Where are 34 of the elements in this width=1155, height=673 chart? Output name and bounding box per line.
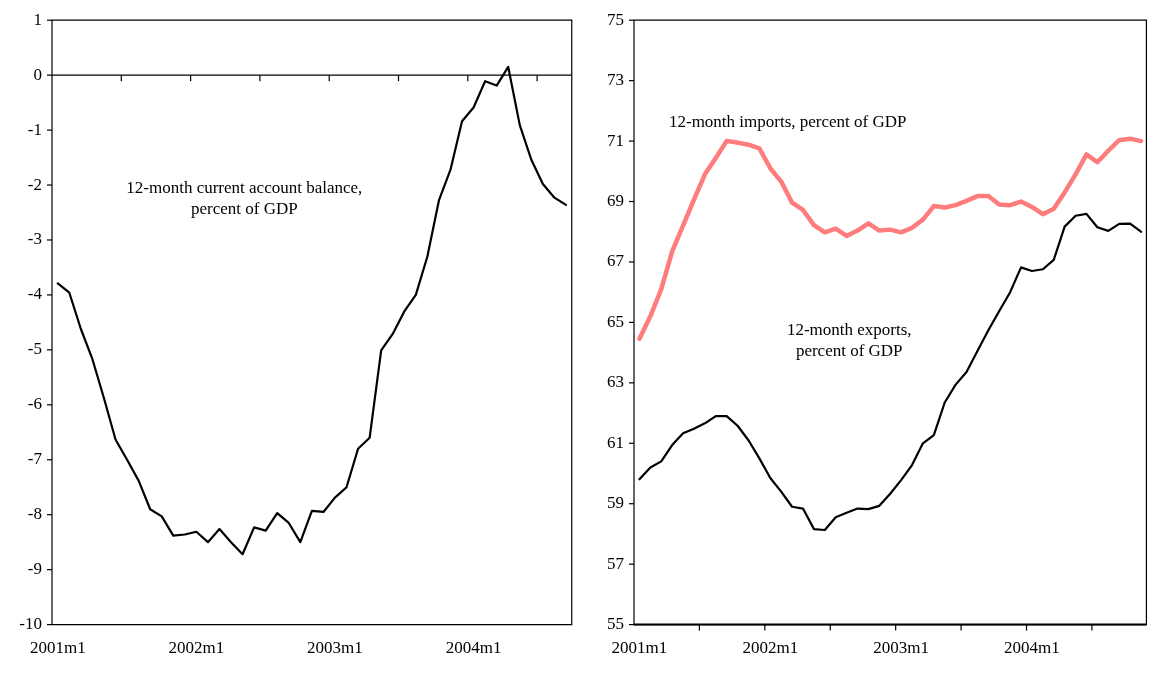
x-tick-label: 2001m1 <box>29 638 86 658</box>
y-tick-label: -7 <box>27 449 43 469</box>
x-tick-label: 2001m1 <box>611 638 668 658</box>
y-tick-label: 1 <box>33 9 42 29</box>
y-tick-label: 73 <box>607 70 624 90</box>
x-tick-label: 2002m1 <box>742 638 799 658</box>
y-tick-label: 65 <box>607 311 624 331</box>
y-tick-label: 59 <box>607 493 624 513</box>
y-tick-label: -1 <box>27 119 42 139</box>
y-tick-label: 69 <box>607 190 624 210</box>
y-tick-label: 67 <box>607 251 625 271</box>
y-tick-label: 71 <box>607 130 624 150</box>
y-tick-label: -4 <box>27 284 43 304</box>
x-tick-label: 2003m1 <box>307 638 363 658</box>
y-tick-label: -10 <box>19 614 42 634</box>
y-tick-label: 61 <box>607 432 624 452</box>
y-tick-label: 75 <box>607 9 624 29</box>
x-tick-label: 2004m1 <box>445 638 502 658</box>
y-tick-label: 0 <box>33 64 42 84</box>
x-tick-label: 2004m1 <box>1004 638 1060 658</box>
text: 12-month imports, percent of GDP <box>668 111 907 131</box>
x-tick-label: 2002m1 <box>168 638 225 658</box>
y-tick-label: -5 <box>27 339 42 359</box>
y-tick-label: -9 <box>27 559 42 579</box>
y-tick-label: 57 <box>607 553 625 573</box>
y-tick-label: -3 <box>27 229 42 249</box>
y-tick-label: -6 <box>27 394 42 414</box>
text: 12-month current account balance, percent of GDP <box>126 178 363 219</box>
x-tick-label: 2003m1 <box>873 638 929 658</box>
y-tick-label: -8 <box>27 504 42 524</box>
text: 12-month exports, percent of GDP <box>786 320 912 361</box>
y-tick-label: -2 <box>27 174 42 194</box>
y-tick-label: 55 <box>607 614 624 634</box>
y-tick-label: 63 <box>607 372 624 392</box>
